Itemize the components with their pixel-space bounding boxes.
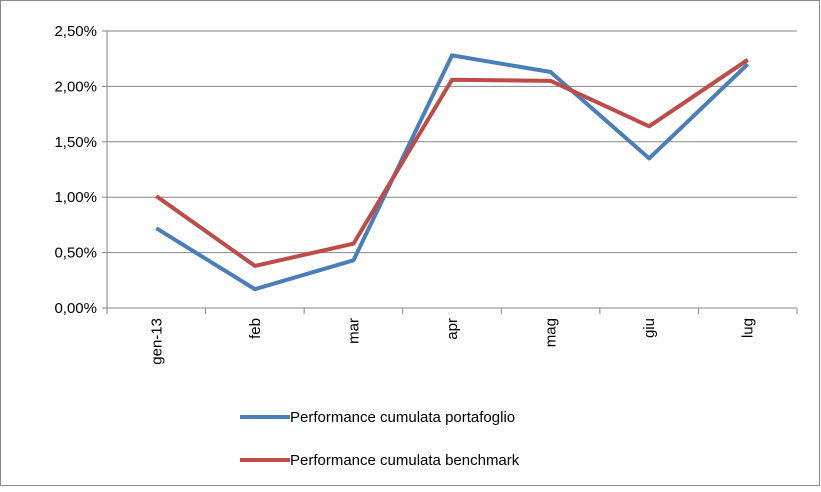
y-tick-label: 2,50% <box>54 23 97 40</box>
legend-label: Performance cumulata portafoglio <box>290 409 515 426</box>
x-tick-label: apr <box>444 318 461 340</box>
y-tick-label: 0,00% <box>54 300 97 317</box>
x-tick-label: giu <box>641 318 658 338</box>
y-tick-label: 1,50% <box>54 134 97 151</box>
x-tick-label: lug <box>740 318 757 338</box>
y-tick-label: 1,00% <box>54 189 97 206</box>
y-tick-label: 2,00% <box>54 78 97 95</box>
series-line <box>155 53 750 292</box>
x-tick-label: mar <box>345 318 362 344</box>
series-line <box>155 58 749 268</box>
x-tick-label: mag <box>543 318 560 347</box>
x-tick-label: feb <box>247 318 264 339</box>
legend-label: Performance cumulata benchmark <box>290 452 520 469</box>
x-tick-label: gen-13 <box>148 318 165 365</box>
y-tick-label: 0,50% <box>54 245 97 262</box>
